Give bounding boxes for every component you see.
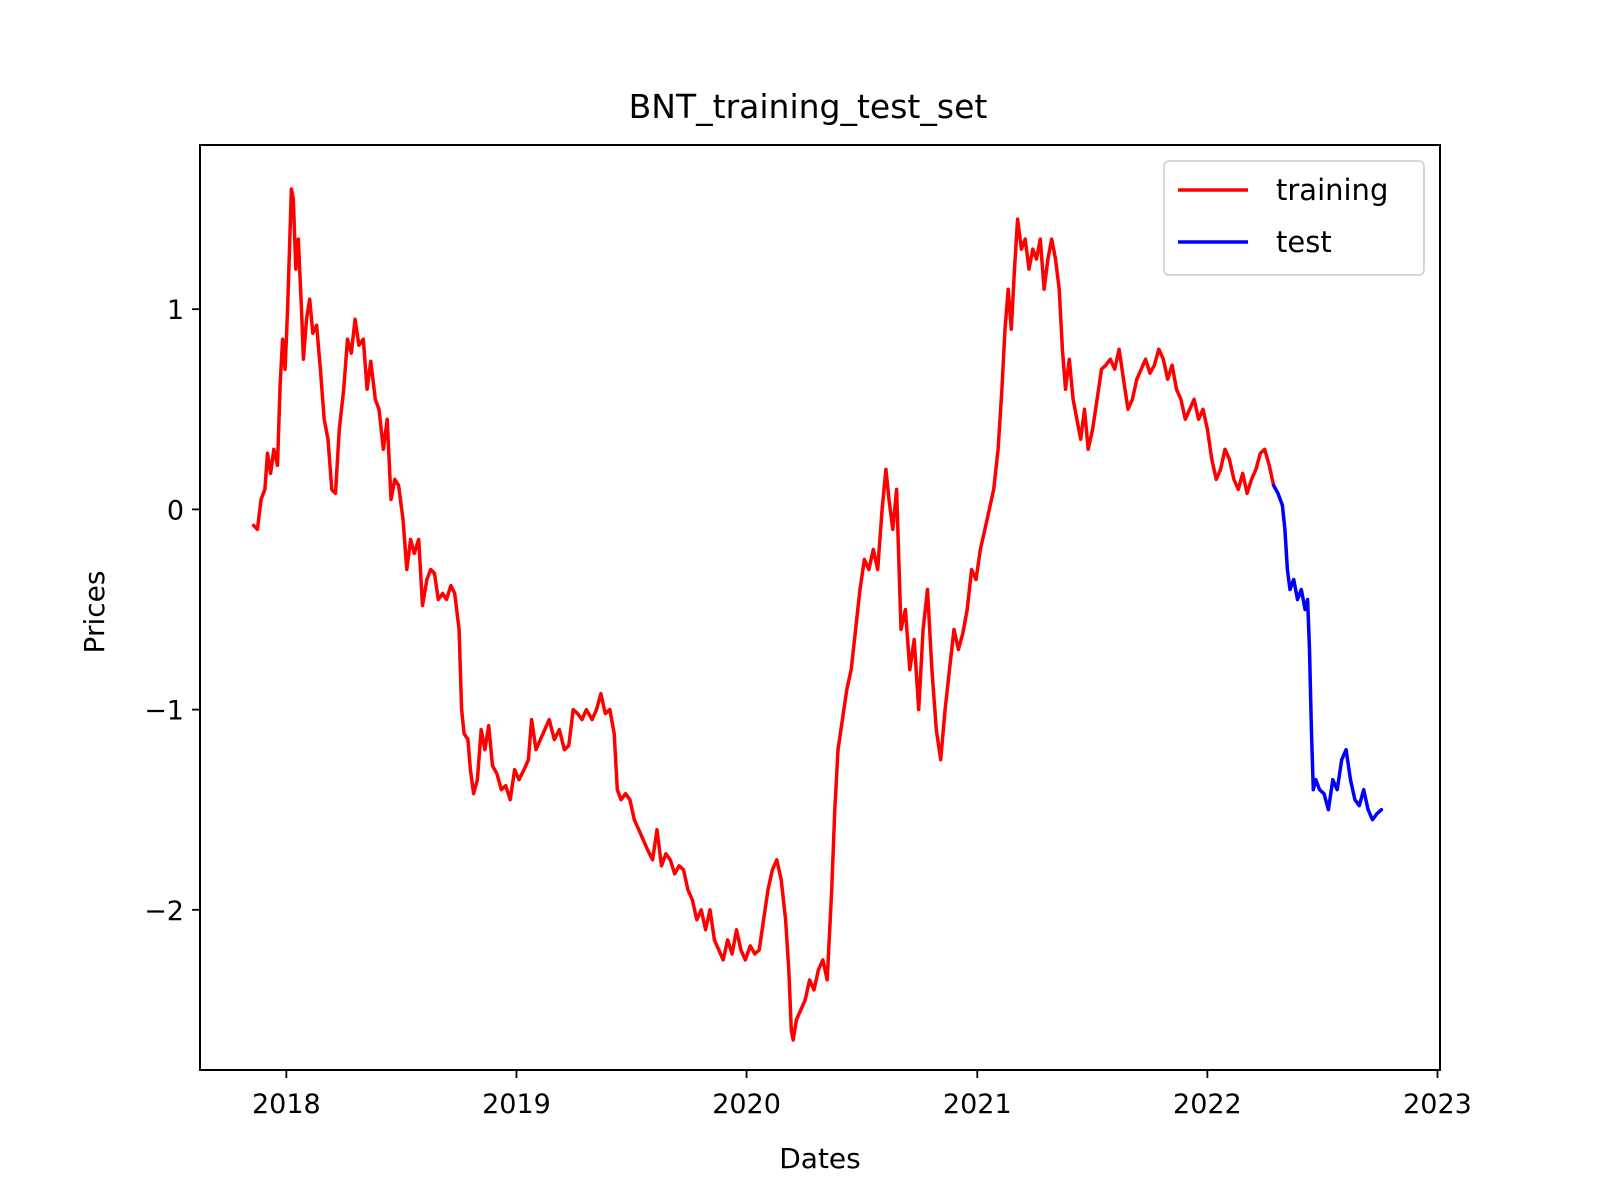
y-tick-label: −1 xyxy=(144,696,184,727)
legend: training test xyxy=(1163,160,1425,276)
series-line-training xyxy=(251,187,1276,1042)
y-tick-label: 1 xyxy=(167,295,184,326)
x-tick-label: 2022 xyxy=(1173,1089,1242,1120)
y-axis-title: Prices xyxy=(78,571,111,654)
series-layer xyxy=(251,187,1384,1042)
y-tick-label: −2 xyxy=(144,896,184,927)
x-tick-label: 2020 xyxy=(712,1089,781,1120)
x-tick-label: 2018 xyxy=(252,1089,321,1120)
x-tick-label: 2019 xyxy=(482,1089,551,1120)
x-tick-label: 2023 xyxy=(1403,1089,1472,1120)
x-axis-title: Dates xyxy=(779,1142,861,1175)
chart-title: BNT_training_test_set xyxy=(629,87,988,126)
x-axis: 2018 2019 2020 2021 2022 2023 xyxy=(252,1070,1472,1120)
series-line-test xyxy=(1271,483,1384,822)
legend-label-training: training xyxy=(1276,173,1388,207)
y-axis: −2 −1 0 1 xyxy=(144,295,200,927)
plot-frame xyxy=(199,144,1441,1071)
x-tick-label: 2021 xyxy=(943,1089,1012,1120)
y-tick-label: 0 xyxy=(167,495,184,526)
legend-label-test: test xyxy=(1276,225,1332,259)
